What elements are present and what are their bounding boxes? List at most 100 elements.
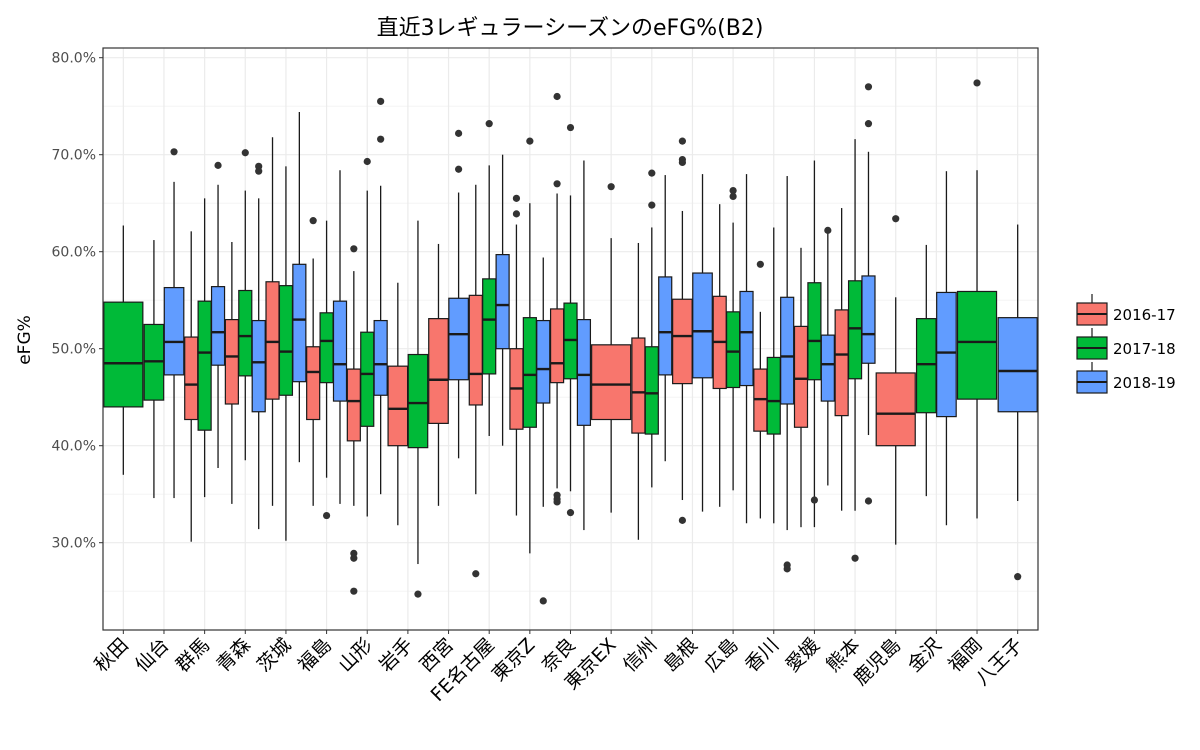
boxplot [292, 112, 307, 463]
y-axis-label: eFG% [15, 315, 35, 365]
outlier-point [973, 79, 981, 87]
box [251, 319, 266, 413]
boxplot [360, 157, 375, 517]
outlier-point [322, 511, 331, 520]
x-tick-label: 福島 [294, 634, 336, 676]
boxplot [563, 123, 578, 517]
legend-item: 2018-19 [1076, 362, 1176, 394]
outlier-point [363, 157, 371, 166]
box [591, 344, 632, 421]
boxplot [672, 137, 693, 524]
boxplots [103, 79, 1038, 605]
outlier-point [607, 183, 615, 191]
boxplot [495, 154, 510, 446]
box [360, 331, 375, 427]
x-tick-label: 青森 [212, 634, 254, 676]
box [793, 325, 809, 428]
box [387, 365, 409, 447]
boxplot [251, 162, 266, 530]
boxplot [807, 160, 822, 528]
box [346, 368, 361, 442]
x-tick-label: 広島 [700, 634, 742, 676]
box [997, 317, 1038, 413]
box [278, 285, 294, 396]
box [265, 281, 280, 400]
box [163, 286, 185, 376]
boxplot [726, 186, 741, 491]
box [448, 297, 469, 381]
box [319, 312, 334, 384]
outlier-point [648, 201, 656, 209]
x-tick-label: 東京Z [488, 634, 540, 686]
legend-item: 2016-17 [1076, 294, 1176, 326]
boxplot [346, 245, 361, 595]
boxplot [332, 170, 348, 504]
box [306, 346, 321, 421]
box [224, 319, 239, 405]
box [549, 308, 565, 384]
boxplot [956, 79, 998, 519]
outlier-point [414, 590, 422, 598]
box [536, 319, 551, 404]
box [915, 318, 937, 414]
outlier-point [864, 497, 873, 505]
legend-item: 2017-18 [1076, 328, 1176, 360]
outlier-point [539, 597, 547, 605]
box [373, 319, 388, 396]
x-tick-label: 山形 [334, 634, 376, 676]
outlier-point [566, 123, 575, 132]
outlier-point [485, 120, 493, 128]
boxplot [834, 208, 849, 511]
box [522, 317, 537, 428]
boxplot [875, 215, 916, 545]
x-tick-label: 岩手 [375, 634, 417, 676]
box [672, 298, 693, 385]
outlier-point [255, 167, 263, 175]
boxplot [739, 174, 754, 524]
box [956, 290, 998, 400]
x-tick-label: 信州 [619, 634, 661, 676]
outlier-point [309, 217, 317, 225]
outlier-point [851, 554, 859, 562]
boxplot [820, 226, 835, 486]
boxplot [407, 220, 429, 598]
outlier-point [455, 129, 463, 137]
y-tick-label: 40.0% [52, 439, 96, 455]
boxplot [658, 175, 673, 462]
box [644, 346, 659, 435]
legend-label: 2018-19 [1113, 374, 1176, 392]
box [807, 282, 822, 381]
box [847, 280, 863, 380]
y-axis: 30.0% 40.0% 50.0% 60.0% 70.0% 80.0% [52, 51, 103, 552]
legend-label: 2017-18 [1113, 340, 1176, 358]
box [820, 334, 835, 402]
outlier-point [864, 83, 873, 91]
box [576, 319, 592, 426]
outlier-point [214, 161, 222, 169]
outlier-point [512, 210, 521, 218]
x-axis: 秋田仙台群馬青森茨城福島山形岩手西宮FE名古屋東京Z奈良東京EX信州島根広島香川… [90, 630, 1027, 706]
box [495, 254, 510, 350]
boxplot [536, 257, 551, 605]
legend: 2016-17 2017-18 2018-19 [1076, 294, 1176, 394]
outlier-point [810, 496, 819, 504]
outlier-point [350, 587, 358, 595]
outlier-point [566, 509, 575, 517]
y-tick-label: 50.0% [52, 342, 96, 358]
outlier-point [455, 165, 463, 173]
box [238, 289, 253, 377]
boxplot [448, 129, 469, 459]
box [184, 336, 199, 421]
boxplot [482, 120, 497, 436]
x-tick-label: 秋田 [90, 634, 132, 676]
y-tick-label: 60.0% [52, 245, 96, 261]
outlier-point [648, 169, 656, 177]
outlier-point [729, 192, 737, 201]
outlier-point [824, 226, 832, 234]
box [332, 300, 348, 402]
outlier-point [678, 158, 686, 167]
outlier-point [678, 137, 686, 145]
x-tick-label: 金沢 [903, 634, 945, 676]
box [658, 276, 673, 376]
